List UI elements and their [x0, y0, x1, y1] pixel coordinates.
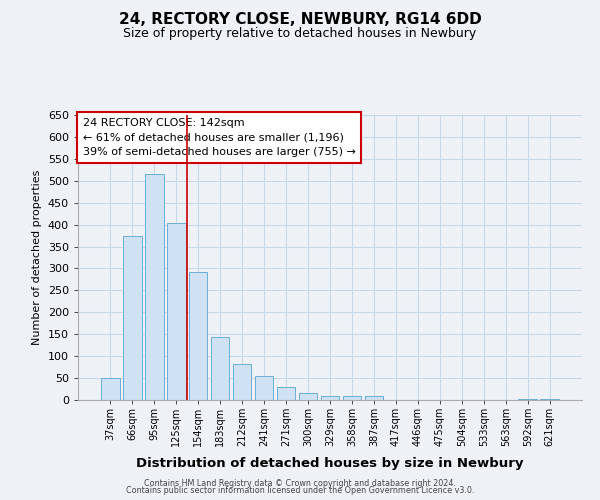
Text: 24 RECTORY CLOSE: 142sqm
← 61% of detached houses are smaller (1,196)
39% of sem: 24 RECTORY CLOSE: 142sqm ← 61% of detach…	[83, 118, 356, 158]
Bar	[277, 387, 295, 400]
Bar	[255, 376, 274, 400]
Text: Contains public sector information licensed under the Open Government Licence v3: Contains public sector information licen…	[126, 486, 474, 495]
Text: Size of property relative to detached houses in Newbury: Size of property relative to detached ho…	[124, 28, 476, 40]
Bar	[343, 396, 361, 400]
Bar	[123, 236, 142, 400]
Bar	[233, 364, 251, 400]
Bar	[101, 378, 119, 400]
Bar	[320, 396, 340, 400]
Bar	[167, 224, 185, 400]
Bar	[518, 398, 537, 400]
Bar	[211, 338, 229, 400]
Text: Contains HM Land Registry data © Crown copyright and database right 2024.: Contains HM Land Registry data © Crown c…	[144, 478, 456, 488]
Y-axis label: Number of detached properties: Number of detached properties	[32, 170, 42, 345]
Bar	[365, 396, 383, 400]
Bar	[541, 398, 559, 400]
Bar	[145, 174, 164, 400]
Bar	[299, 394, 317, 400]
X-axis label: Distribution of detached houses by size in Newbury: Distribution of detached houses by size …	[136, 458, 524, 470]
Text: 24, RECTORY CLOSE, NEWBURY, RG14 6DD: 24, RECTORY CLOSE, NEWBURY, RG14 6DD	[119, 12, 481, 28]
Bar	[189, 272, 208, 400]
